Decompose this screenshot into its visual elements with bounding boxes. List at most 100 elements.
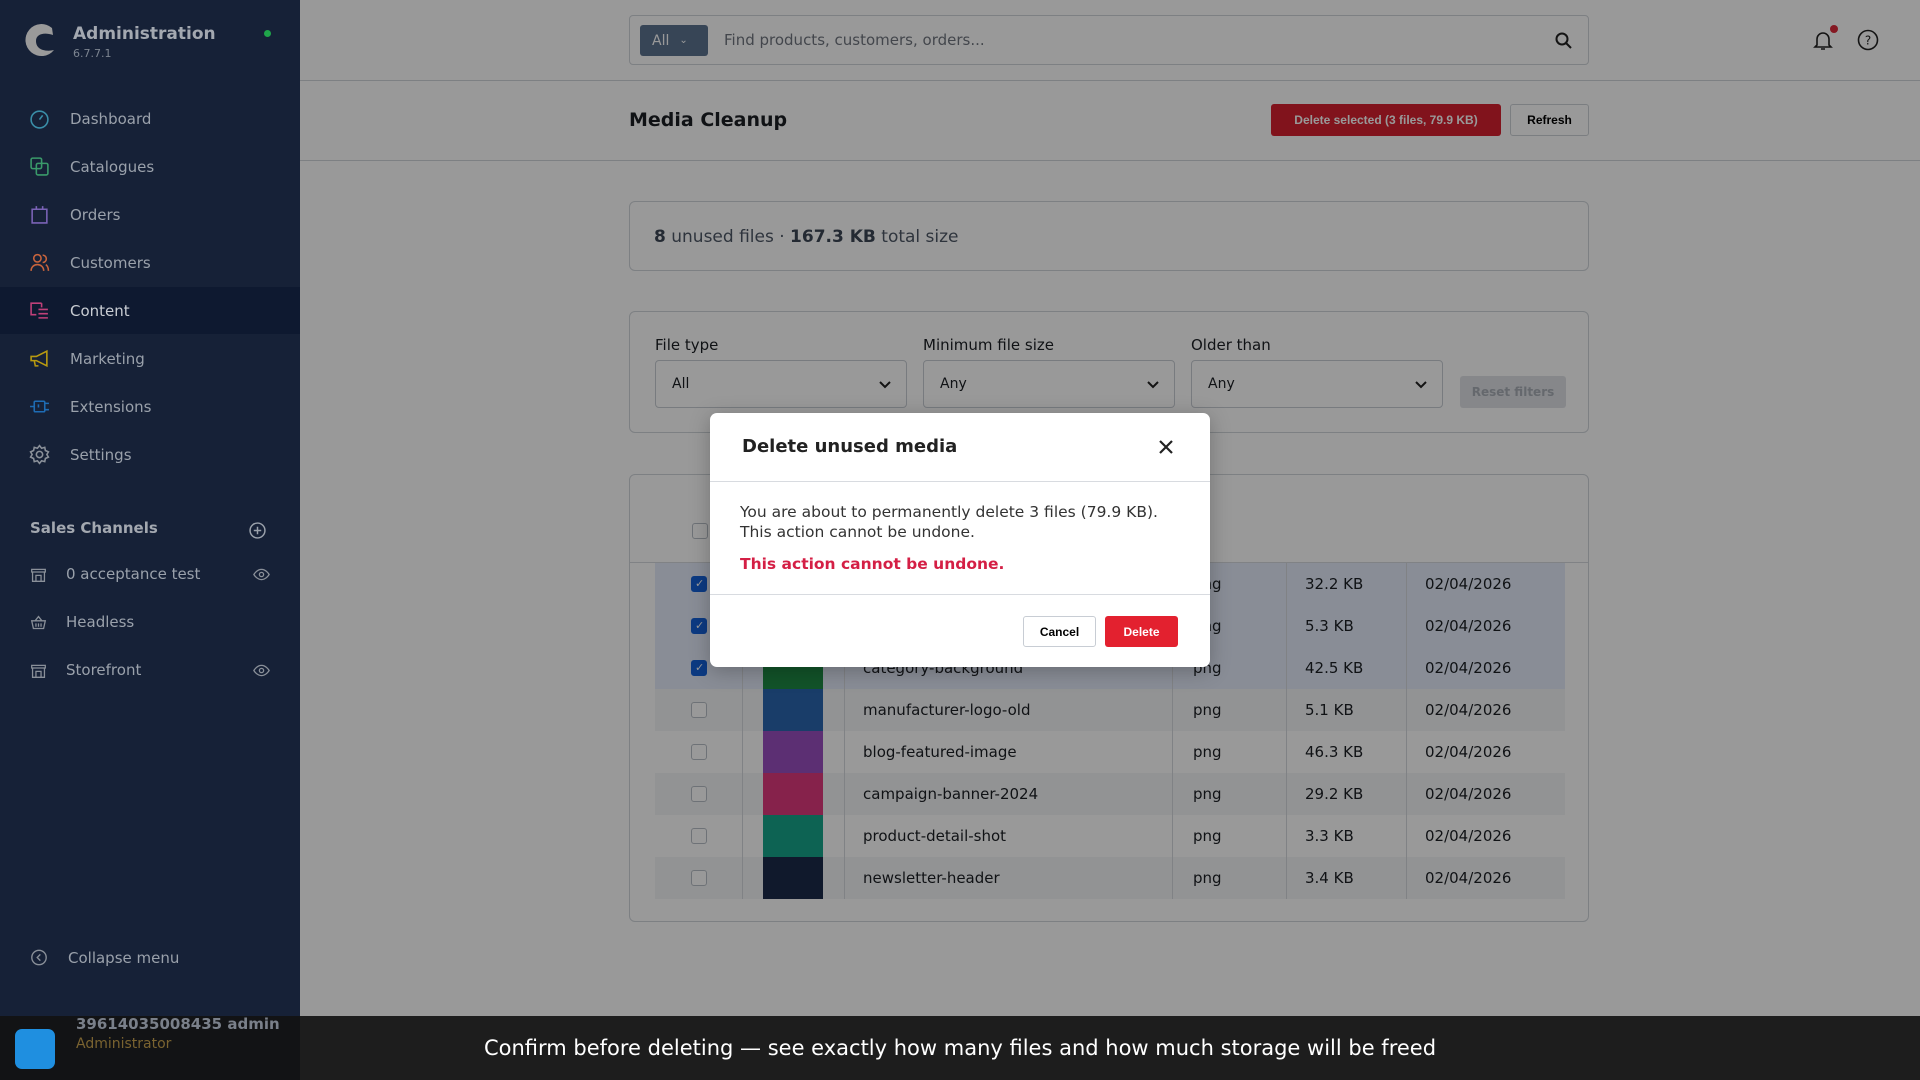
column-divider <box>844 773 845 815</box>
file-date: 02/04/2026 <box>1425 701 1512 719</box>
eye-icon[interactable] <box>253 662 270 679</box>
row-checkbox[interactable] <box>691 870 707 886</box>
file-date: 02/04/2026 <box>1425 659 1512 677</box>
column-divider <box>1406 605 1407 647</box>
sidebar-item-settings[interactable]: Settings <box>0 431 300 478</box>
file-name: manufacturer-logo-old <box>863 701 1031 719</box>
sales-channel-label: Storefront <box>66 661 142 679</box>
chevron-down-icon <box>1415 381 1427 389</box>
media-thumbnail <box>763 857 823 899</box>
file-size: 5.3 KB <box>1305 617 1354 635</box>
storefront-icon <box>31 568 46 582</box>
file-type-select[interactable]: All <box>655 360 907 408</box>
user-name[interactable]: 39614035008435 admin <box>76 1015 280 1033</box>
close-icon[interactable] <box>1157 438 1175 456</box>
add-sales-channel-icon[interactable] <box>249 522 266 539</box>
chevron-down-icon <box>1147 381 1159 389</box>
sidebar-item-dashboard[interactable]: Dashboard <box>0 95 300 142</box>
column-divider <box>1286 605 1287 647</box>
column-divider <box>1406 815 1407 857</box>
copy-icon <box>30 157 49 176</box>
file-name: campaign-banner-2024 <box>863 785 1039 803</box>
row-checkbox[interactable] <box>691 828 707 844</box>
select-all-checkbox[interactable] <box>692 523 708 539</box>
search-scope-select[interactable]: All ⌄ <box>640 25 708 56</box>
column-divider <box>1286 857 1287 899</box>
sidebar-item-content[interactable]: Content <box>0 287 300 334</box>
older-than-label: Older than <box>1191 336 1271 354</box>
column-divider <box>1172 689 1173 731</box>
column-divider <box>742 773 743 815</box>
min-size-value: Any <box>940 376 967 392</box>
row-checkbox[interactable] <box>691 618 707 634</box>
column-divider <box>1286 563 1287 605</box>
sidebar-item-marketing[interactable]: Marketing <box>0 335 300 382</box>
global-search[interactable]: All ⌄ Find products, customers, orders... <box>629 15 1589 65</box>
page-title: Media Cleanup <box>629 109 788 131</box>
sidebar: Administration 6.7.7.1 Dashboard Catalogu… <box>0 0 300 1080</box>
page-header: Media Cleanup Delete selected (3 files, … <box>300 81 1920 161</box>
column-divider <box>742 689 743 731</box>
bag-icon <box>31 206 48 224</box>
table-row[interactable]: manufacturer-logo-old png 5.1 KB 02/04/2… <box>655 689 1565 731</box>
users-icon <box>30 253 50 271</box>
file-name: product-detail-shot <box>863 827 1007 845</box>
app-launcher-icon[interactable] <box>15 1029 55 1069</box>
file-size: 29.2 KB <box>1305 785 1364 803</box>
row-checkbox[interactable] <box>691 702 707 718</box>
file-type: png <box>1193 785 1222 803</box>
eye-icon[interactable] <box>253 566 270 583</box>
search-icon[interactable] <box>1554 31 1574 51</box>
sidebar-item-catalogues[interactable]: Catalogues <box>0 143 300 190</box>
file-size: 32.2 KB <box>1305 575 1364 593</box>
top-bar: All ⌄ Find products, customers, orders...… <box>300 0 1920 81</box>
gear-icon <box>29 444 50 465</box>
modal-message: You are about to permanently delete 3 fi… <box>740 503 1158 541</box>
sales-channel-item[interactable]: 0 acceptance test <box>0 554 300 594</box>
refresh-button[interactable]: Refresh <box>1510 104 1589 136</box>
min-size-select[interactable]: Any <box>923 360 1175 408</box>
row-checkbox[interactable] <box>691 660 707 676</box>
row-checkbox[interactable] <box>691 576 707 592</box>
file-date: 02/04/2026 <box>1425 743 1512 761</box>
notifications-bell-icon[interactable] <box>1811 28 1835 52</box>
table-row[interactable]: newsletter-header png 3.4 KB 02/04/2026 <box>655 857 1565 899</box>
delete-selected-button[interactable]: Delete selected (3 files, 79.9 KB) <box>1271 104 1501 136</box>
reset-filters-button[interactable]: Reset filters <box>1460 376 1566 408</box>
table-row[interactable]: blog-featured-image png 46.3 KB 02/04/20… <box>655 731 1565 773</box>
delete-button[interactable]: Delete <box>1105 616 1178 647</box>
file-size: 3.3 KB <box>1305 827 1354 845</box>
sidebar-item-customers[interactable]: Customers <box>0 239 300 286</box>
column-divider <box>844 815 845 857</box>
row-checkbox[interactable] <box>691 744 707 760</box>
unused-count: 8 <box>654 227 666 247</box>
table-row[interactable]: product-detail-shot png 3.3 KB 02/04/202… <box>655 815 1565 857</box>
sales-channel-item[interactable]: Storefront <box>0 650 300 690</box>
delete-confirm-modal: Delete unused media You are about to per… <box>710 413 1210 667</box>
table-row[interactable]: campaign-banner-2024 png 29.2 KB 02/04/2… <box>655 773 1565 815</box>
search-input[interactable]: Find products, customers, orders... <box>724 31 985 49</box>
svg-text:?: ? <box>1865 34 1871 48</box>
sales-channel-item[interactable]: Headless <box>0 602 300 642</box>
sidebar-item-label: Customers <box>70 253 151 272</box>
file-type: png <box>1193 701 1222 719</box>
column-divider <box>1406 773 1407 815</box>
sidebar-item-extensions[interactable]: Extensions <box>0 383 300 430</box>
file-name: newsletter-header <box>863 869 1000 887</box>
file-size: 46.3 KB <box>1305 743 1364 761</box>
sidebar-item-label: Settings <box>70 445 132 464</box>
sidebar-item-orders[interactable]: Orders <box>0 191 300 238</box>
media-thumbnail <box>763 815 823 857</box>
cancel-button[interactable]: Cancel <box>1023 616 1096 647</box>
collapse-menu-label: Collapse menu <box>68 948 180 967</box>
older-than-select[interactable]: Any <box>1191 360 1443 408</box>
file-type: png <box>1193 869 1222 887</box>
file-date: 02/04/2026 <box>1425 869 1512 887</box>
row-checkbox[interactable] <box>691 786 707 802</box>
older-than-value: Any <box>1208 376 1235 392</box>
file-type-label: File type <box>655 336 719 354</box>
sidebar-item-label: Content <box>70 301 130 320</box>
file-type-value: All <box>672 376 690 392</box>
help-icon[interactable]: ? <box>1856 28 1880 52</box>
collapse-menu-button[interactable]: Collapse menu <box>0 934 300 981</box>
